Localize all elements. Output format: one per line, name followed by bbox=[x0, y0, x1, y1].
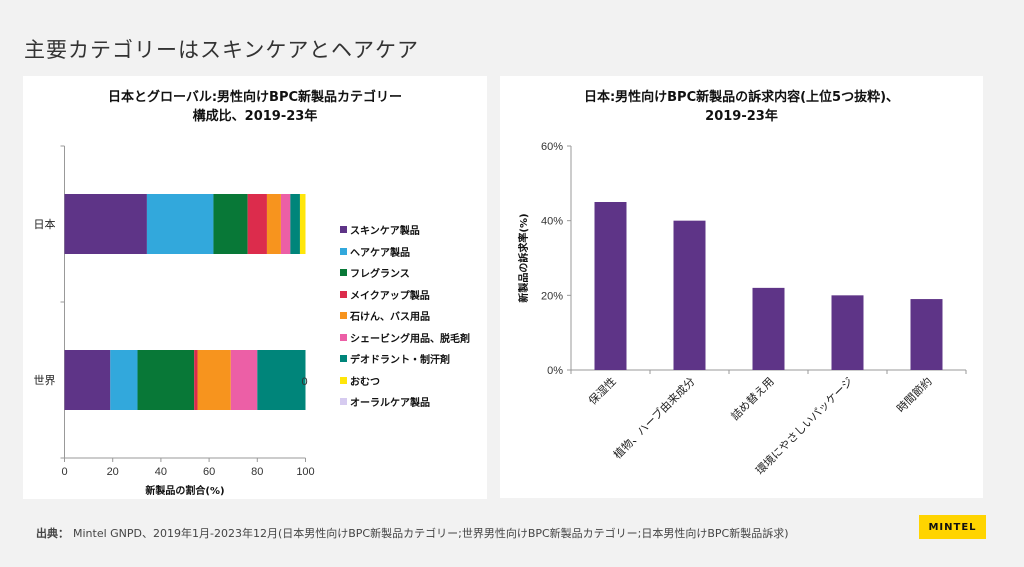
bar-segment bbox=[194, 350, 198, 410]
data-label: 0 bbox=[301, 376, 307, 388]
bar-segment bbox=[299, 194, 306, 254]
category-label: 保湿性 bbox=[585, 374, 618, 407]
bar-segment bbox=[280, 194, 291, 254]
bar bbox=[910, 299, 943, 370]
legend-label: デオドラント・制汗剤 bbox=[350, 355, 450, 367]
legend-swatch bbox=[340, 333, 347, 341]
legend-item: フレグランス bbox=[340, 262, 470, 284]
x-tick-label: 80 bbox=[251, 466, 263, 478]
claims-chart-panel: 日本:男性向けBPC新製品の訴求内容(上位5つ抜粋)、 2019-23年 0% 2… bbox=[500, 76, 983, 498]
legend-item: おむつ bbox=[340, 370, 470, 392]
y-tick-label: 0% bbox=[547, 365, 563, 377]
y-tick-label: 40% bbox=[541, 216, 563, 228]
bar bbox=[831, 295, 864, 370]
y-axis-title: 新製品の訴求率(%) bbox=[517, 213, 530, 302]
legend: スキンケア製品 ヘアケア製品 フレグランスメイクアップ製品 石けん、バス用品シェービン… bbox=[340, 219, 470, 413]
mintel-logo: MINTEL bbox=[919, 515, 986, 539]
y-tick-label: 20% bbox=[541, 290, 563, 302]
chart-title-line2: 2019-23年 bbox=[705, 109, 778, 124]
legend-label: スキンケア製品 bbox=[350, 226, 420, 238]
bar-segment bbox=[64, 194, 147, 254]
legend-item: オーラルケア製品 bbox=[340, 391, 470, 413]
category-share-chart-panel: 日本とグローバル:男性向けBPC新製品カテゴリー 構成比、2019-23年 0 2… bbox=[23, 76, 487, 499]
legend-label: オーラルケア製品 bbox=[350, 398, 430, 410]
bar-segment bbox=[257, 350, 306, 410]
legend-item: シェービング用品、脱毛剤 bbox=[340, 327, 470, 349]
bar-segment bbox=[230, 350, 258, 410]
legend-swatch bbox=[340, 269, 347, 277]
chart-title-line1: 日本とグローバル:男性向けBPC新製品カテゴリー bbox=[107, 90, 403, 105]
legend-swatch bbox=[340, 247, 347, 255]
chart-title-line1: 日本:男性向けBPC新製品の訴求内容(上位5つ抜粋)、 bbox=[583, 90, 900, 105]
bar bbox=[752, 287, 785, 370]
x-tick-label: 40 bbox=[155, 466, 167, 478]
x-tick-label: 20 bbox=[107, 466, 119, 478]
bar-segment bbox=[266, 194, 281, 254]
bar-segment bbox=[197, 350, 231, 410]
chart-title: 日本とグローバル:男性向けBPC新製品カテゴリー 構成比、2019-23年 bbox=[23, 88, 487, 126]
legend-swatch bbox=[340, 312, 347, 320]
bar-segment bbox=[110, 350, 138, 410]
bar-segment bbox=[137, 350, 195, 410]
category-label: 詰め替え用 bbox=[728, 374, 777, 423]
legend-label: おむつ bbox=[350, 376, 380, 388]
legend-label: シェービング用品、脱毛剤 bbox=[350, 333, 470, 345]
legend-swatch bbox=[340, 355, 347, 363]
legend-item: デオドラント・制汗剤 bbox=[340, 348, 470, 370]
source-label: 出典： bbox=[36, 527, 69, 540]
category-label: 時間節約 bbox=[894, 374, 935, 415]
legend-item: メイクアップ製品 bbox=[340, 284, 470, 306]
y-tick-label: 60% bbox=[541, 141, 563, 153]
source-text: Mintel GNPD、2019年1月-2023年12月(日本男性向けBPC新製… bbox=[73, 527, 789, 540]
bar-segment bbox=[64, 350, 111, 410]
category-label: 植物、ハーブ由来成分 bbox=[610, 374, 697, 461]
bar bbox=[594, 202, 627, 370]
x-axis-title: 新製品の割合(%) bbox=[145, 484, 224, 497]
legend-item: スキンケア製品 bbox=[340, 219, 470, 241]
category-label: 世界 bbox=[34, 374, 56, 387]
page-title: 主要カテゴリーはスキンケアとヘアケア bbox=[24, 38, 419, 62]
bar-segment bbox=[146, 194, 214, 254]
chart-title: 日本:男性向けBPC新製品の訴求内容(上位5つ抜粋)、 2019-23年 bbox=[500, 88, 983, 126]
legend-label: メイクアップ製品 bbox=[350, 290, 430, 302]
category-label: 日本 bbox=[34, 217, 56, 231]
bar-segment bbox=[290, 194, 300, 254]
legend-label: 石けん、バス用品 bbox=[350, 312, 430, 324]
legend-label: フレグランス bbox=[350, 269, 410, 281]
legend-label: ヘアケア製品 bbox=[350, 247, 410, 259]
legend-swatch bbox=[340, 226, 347, 234]
chart-title-line2: 構成比、2019-23年 bbox=[192, 109, 318, 124]
bar-segment bbox=[247, 194, 267, 254]
legend-item: ヘアケア製品 bbox=[340, 241, 470, 263]
legend-swatch bbox=[340, 376, 347, 384]
legend-swatch bbox=[340, 398, 347, 406]
x-tick-label: 60 bbox=[203, 466, 215, 478]
x-tick-label: 100 bbox=[296, 466, 314, 478]
legend-swatch bbox=[340, 290, 347, 298]
bar-segment bbox=[213, 194, 248, 254]
source-note: 出典： Mintel GNPD、2019年1月-2023年12月(日本男性向けBP… bbox=[36, 525, 789, 541]
bar bbox=[673, 220, 706, 370]
x-tick-label: 0 bbox=[61, 466, 67, 478]
legend-item: 石けん、バス用品 bbox=[340, 305, 470, 327]
